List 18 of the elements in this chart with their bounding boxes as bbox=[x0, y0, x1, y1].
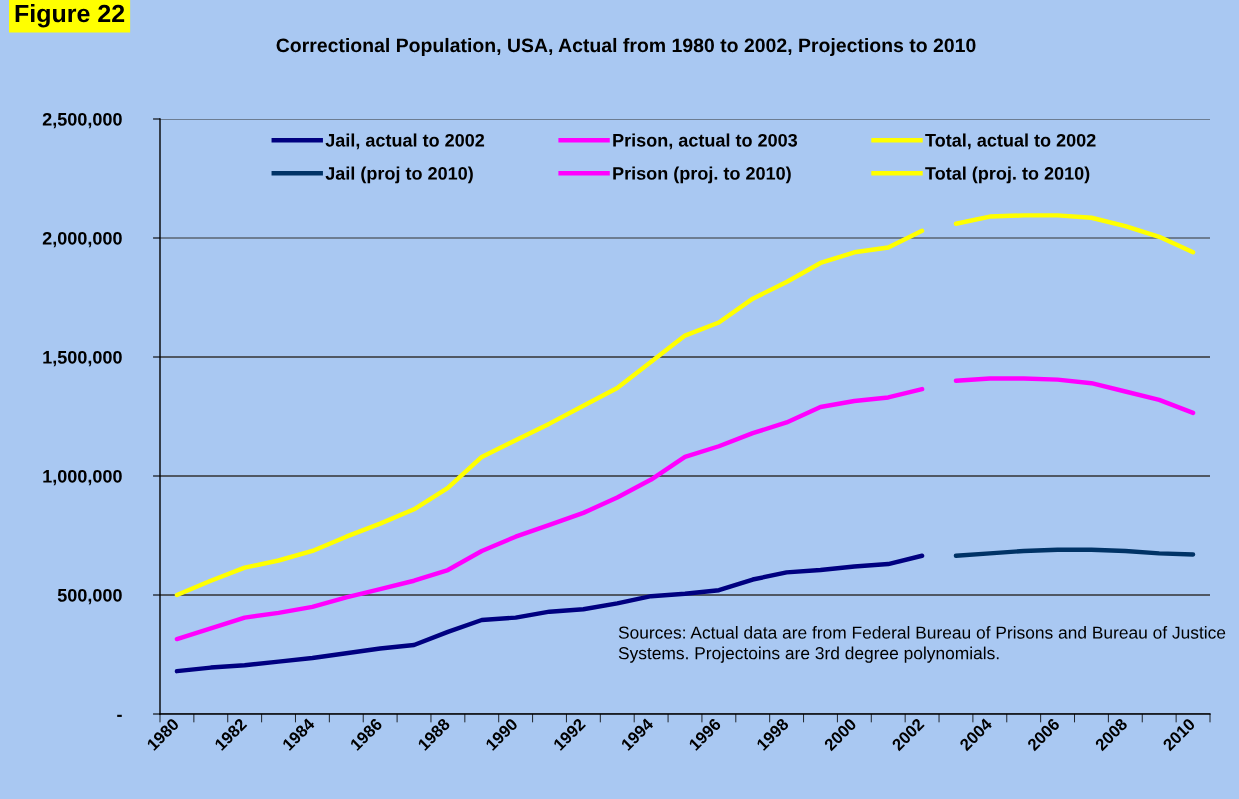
legend-label: Jail (proj to 2010) bbox=[325, 166, 473, 184]
legend-label: Jail, actual to 2002 bbox=[325, 133, 485, 150]
legend-label: Prison (proj. to 2010) bbox=[613, 166, 791, 184]
y-tick-label: - bbox=[117, 714, 122, 717]
line-series bbox=[953, 213, 1196, 255]
y-tick-label: 2,500,000 bbox=[42, 112, 122, 129]
y-tick-label: 1,500,000 bbox=[43, 350, 122, 367]
legend-label: Prison, actual to 2003 bbox=[613, 133, 798, 150]
y-tick-label: 1,000,000 bbox=[43, 469, 122, 486]
legend-label: Total, actual to 2002 bbox=[925, 133, 1096, 150]
y-tick-label: 2,000,000 bbox=[42, 231, 122, 248]
chart-title: Correctional Population, USA, Actual from 1980 to 2002, Projections to 2010 bbox=[276, 37, 976, 57]
line-series bbox=[953, 376, 1196, 416]
y-tick-label: 500,000 bbox=[57, 588, 122, 605]
legend-label: Total (proj. to 2010) bbox=[925, 166, 1090, 184]
line-series bbox=[174, 228, 925, 598]
caption: Figure 22 bbox=[15, 4, 125, 28]
annotation: Sources: Actual data are from Federal Bureau of Prisons and Bureau of Justice Systems. Projectoins are 3rd degree polynomials. bbox=[618, 626, 1226, 663]
